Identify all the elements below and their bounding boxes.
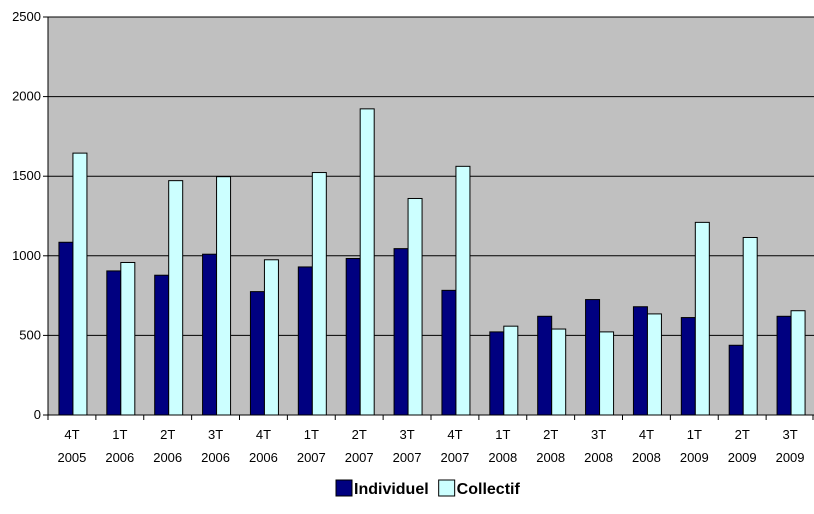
y-tick-label: 0 xyxy=(34,407,41,422)
x-tick-label-year: 2008 xyxy=(488,450,517,465)
x-tick-label-year: 2007 xyxy=(345,450,374,465)
bar-individuel xyxy=(249,291,265,416)
bar-individuel xyxy=(154,274,170,416)
bar-collectif xyxy=(551,328,567,416)
bar-collectif xyxy=(790,310,806,416)
x-tick-label-year: 2006 xyxy=(249,450,278,465)
bar-individuel xyxy=(345,258,361,416)
legend-label-individuel: Individuel xyxy=(354,481,429,498)
x-tick-label-quarter: 2T xyxy=(160,427,175,442)
bar-collectif xyxy=(72,152,88,416)
x-tick-label-quarter: 4T xyxy=(256,427,271,442)
y-tick-label: 1000 xyxy=(12,248,41,263)
x-tick-label-year: 2008 xyxy=(632,450,661,465)
bar-collectif xyxy=(455,165,471,416)
x-tick-label-year: 2007 xyxy=(440,450,469,465)
legend-label-collectif: Collectif xyxy=(457,481,521,498)
x-tick-label-year: 2006 xyxy=(105,450,134,465)
y-tick-label: 2000 xyxy=(12,89,41,104)
x-tick-label-year: 2007 xyxy=(393,450,422,465)
bar-collectif xyxy=(742,236,758,416)
x-tick-label-quarter: 2T xyxy=(543,427,558,442)
bar-individuel xyxy=(537,315,553,416)
bar-collectif xyxy=(407,197,423,416)
x-tick-label-quarter: 2T xyxy=(352,427,367,442)
x-tick-label-year: 2005 xyxy=(57,450,86,465)
bar-collectif xyxy=(694,221,710,416)
bar-individuel xyxy=(776,315,792,416)
x-tick-label-quarter: 4T xyxy=(447,427,462,442)
x-tick-label-year: 2008 xyxy=(584,450,613,465)
x-tick-label-quarter: 4T xyxy=(64,427,79,442)
bar-individuel xyxy=(393,248,409,416)
bar-individuel xyxy=(632,306,648,416)
bar-collectif xyxy=(216,176,232,416)
x-tick-label-quarter: 3T xyxy=(208,427,223,442)
bar-collectif xyxy=(359,108,375,416)
x-tick-label-year: 2009 xyxy=(776,450,805,465)
bar-individuel xyxy=(441,289,457,416)
y-tick-label: 2500 xyxy=(12,9,41,24)
x-tick-label-year: 2008 xyxy=(536,450,565,465)
legend: Individuel Collectif xyxy=(335,479,521,498)
x-tick-label-year: 2006 xyxy=(201,450,230,465)
x-tick-label-quarter: 1T xyxy=(495,427,510,442)
x-tick-label-year: 2009 xyxy=(680,450,709,465)
legend-swatch-collectif xyxy=(438,479,456,497)
bar-individuel xyxy=(489,331,505,416)
x-tick-label-quarter: 1T xyxy=(687,427,702,442)
x-tick-label-quarter: 2T xyxy=(735,427,750,442)
bar-individuel xyxy=(106,270,122,416)
y-tick-label: 1500 xyxy=(12,168,41,183)
bar-individuel xyxy=(202,253,218,416)
bar-collectif xyxy=(263,259,279,416)
bar-individuel xyxy=(585,299,601,416)
bar-individuel xyxy=(680,317,696,416)
x-tick-label-quarter: 3T xyxy=(591,427,606,442)
x-tick-label-year: 2009 xyxy=(728,450,757,465)
bar-collectif xyxy=(599,331,615,416)
x-tick-label-quarter: 4T xyxy=(639,427,654,442)
x-tick-label-year: 2006 xyxy=(153,450,182,465)
x-tick-label-year: 2007 xyxy=(297,450,326,465)
bar-individuel xyxy=(728,344,744,416)
bar-collectif xyxy=(646,313,662,416)
x-tick-label-quarter: 1T xyxy=(304,427,319,442)
y-tick-label: 500 xyxy=(19,327,41,342)
bar-collectif xyxy=(503,325,519,416)
x-tick-label-quarter: 3T xyxy=(782,427,797,442)
x-tick-label-quarter: 1T xyxy=(112,427,127,442)
x-tick-label-quarter: 3T xyxy=(399,427,414,442)
bar-individuel xyxy=(58,241,74,416)
bar-collectif xyxy=(311,172,327,416)
bar-individuel xyxy=(297,266,313,416)
x-axis-ticks: 4T 2005 1T 2006 2T 2006 3T 2006 4T 2006 1T 2007 2T 20… xyxy=(47,415,814,465)
y-axis-ticks: 0 500 1000 1500 2000 2500 xyxy=(12,9,48,422)
legend-swatch-individuel xyxy=(335,479,353,497)
bar-collectif xyxy=(168,180,184,416)
bar-collectif xyxy=(120,261,136,416)
